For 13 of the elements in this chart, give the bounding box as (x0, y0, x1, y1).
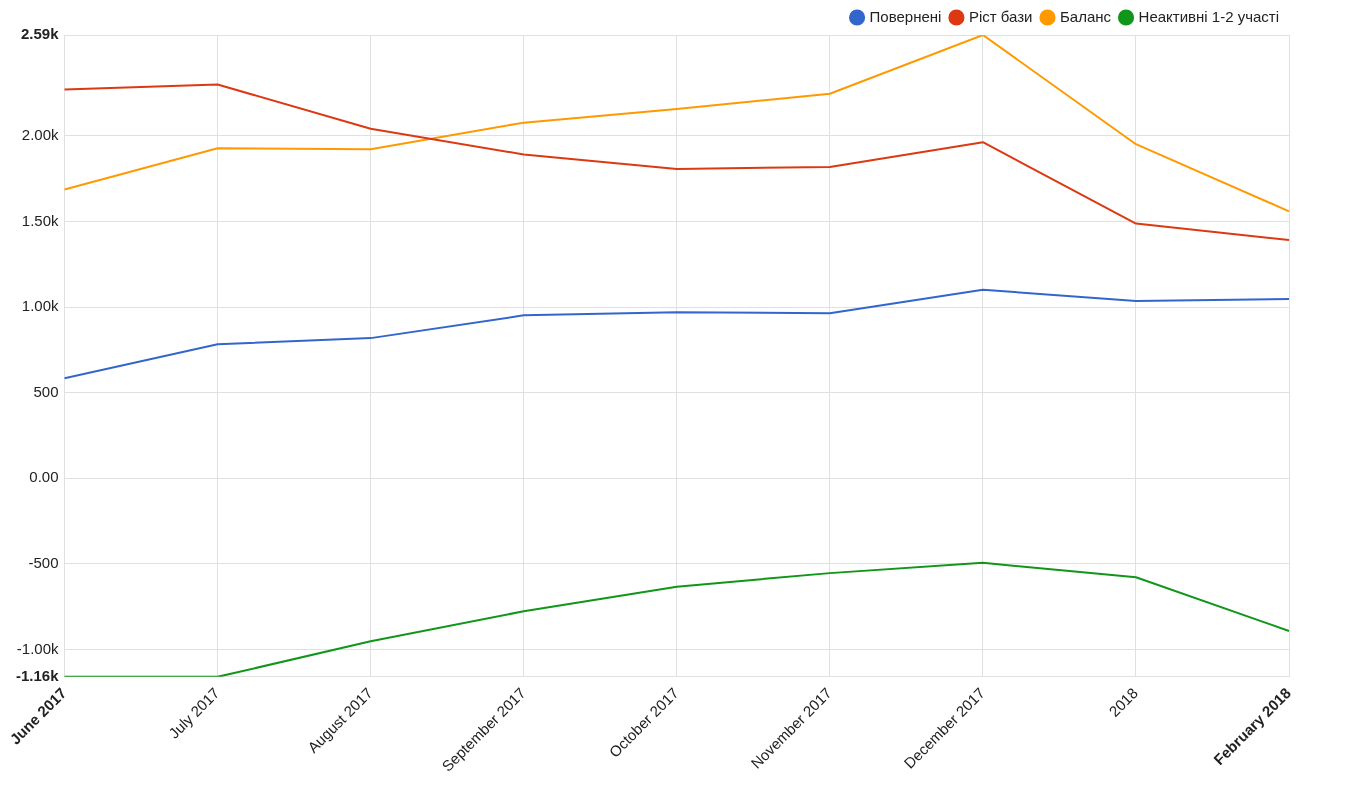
y-tick-label: 2.59k (20, 25, 60, 43)
y-tick-label: -1.16k (15, 666, 60, 684)
y-tick-label: 1.50k (21, 211, 60, 229)
y-tick-label: 0.00 (29, 468, 59, 486)
y-tick-label: -1.00k (16, 639, 60, 657)
y-tick-label: 1.00k (21, 297, 60, 315)
y-tick-label: -500 (28, 554, 59, 572)
y-tick-label: 500 (33, 382, 59, 400)
legend-label: Повернені (869, 7, 942, 25)
legend-label: Неактивні 1-2 участі (1138, 7, 1280, 25)
legend-label: Баланс (1059, 7, 1112, 25)
legend-label: Ріст бази (968, 7, 1033, 25)
y-tick-label: 2.00k (21, 126, 60, 144)
